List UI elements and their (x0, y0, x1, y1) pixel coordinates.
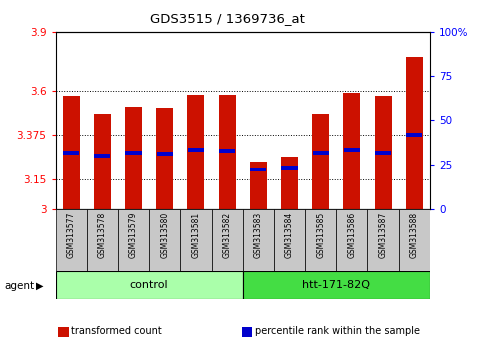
Bar (250, 167, 267, 171)
Text: ▶: ▶ (36, 281, 43, 291)
Text: GSM313581: GSM313581 (191, 212, 200, 258)
Bar (126, 151, 142, 155)
Text: percentile rank within the sample: percentile rank within the sample (255, 326, 420, 336)
Bar (312, 114, 329, 209)
Bar (282, 166, 298, 170)
Bar (343, 93, 360, 209)
Text: GSM313578: GSM313578 (98, 212, 107, 258)
Bar (94, 154, 111, 158)
Bar (94, 114, 111, 209)
Bar (406, 57, 423, 209)
Bar (242, 209, 274, 271)
Text: control: control (130, 280, 169, 290)
Bar (118, 209, 149, 271)
Bar (375, 151, 391, 155)
Bar (242, 271, 430, 299)
Text: GSM313577: GSM313577 (67, 212, 76, 258)
Text: GSM313588: GSM313588 (410, 212, 419, 258)
Bar (406, 133, 423, 137)
Bar (219, 149, 235, 153)
Text: GSM313583: GSM313583 (254, 212, 263, 258)
Bar (56, 271, 242, 299)
Bar (56, 209, 87, 271)
Bar (125, 107, 142, 209)
Bar (63, 96, 80, 209)
Text: GSM313580: GSM313580 (160, 212, 169, 258)
Bar (336, 209, 368, 271)
Text: GDS3515 / 1369736_at: GDS3515 / 1369736_at (150, 12, 304, 25)
Bar (180, 209, 212, 271)
Text: agent: agent (5, 281, 35, 291)
Bar (344, 148, 360, 152)
Text: htt-171-82Q: htt-171-82Q (302, 280, 370, 290)
Bar (305, 209, 336, 271)
Bar (274, 209, 305, 271)
Bar (250, 162, 267, 209)
Bar (156, 152, 173, 156)
Bar (368, 209, 398, 271)
Text: GSM313586: GSM313586 (347, 212, 356, 258)
Text: GSM313584: GSM313584 (285, 212, 294, 258)
Bar (281, 157, 298, 209)
Bar (149, 209, 180, 271)
Bar (63, 151, 79, 155)
Bar (313, 151, 329, 155)
Bar (212, 209, 242, 271)
Text: GSM313579: GSM313579 (129, 212, 138, 258)
Bar (187, 95, 204, 209)
Bar (374, 96, 392, 209)
Bar (156, 108, 173, 209)
Text: transformed count: transformed count (71, 326, 162, 336)
Text: GSM313582: GSM313582 (223, 212, 232, 258)
Bar (188, 148, 204, 152)
Text: GSM313587: GSM313587 (379, 212, 387, 258)
Text: GSM313585: GSM313585 (316, 212, 325, 258)
Bar (398, 209, 430, 271)
Bar (87, 209, 118, 271)
Bar (218, 95, 236, 209)
